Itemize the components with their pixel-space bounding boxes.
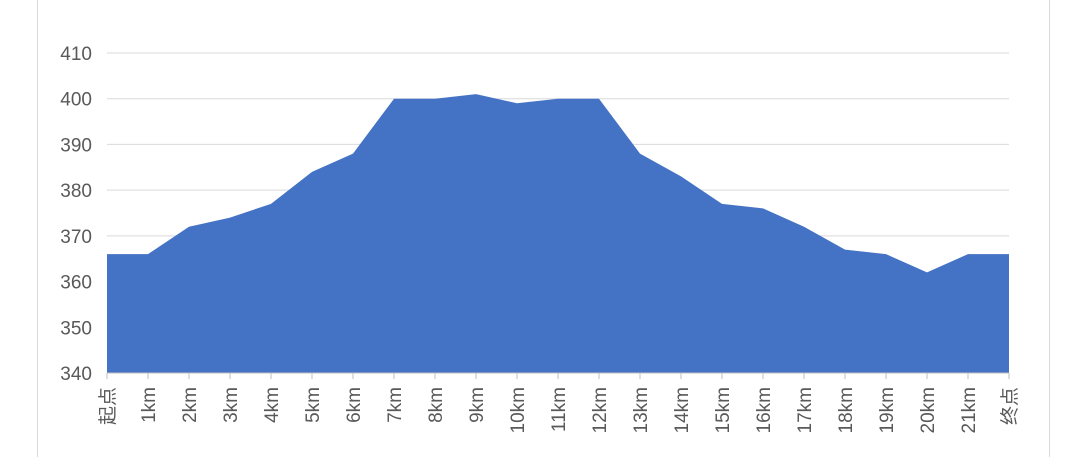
- x-tick-label: 13km: [631, 387, 652, 433]
- y-tick-label: 400: [60, 90, 92, 111]
- x-tick-label: 14km: [672, 387, 693, 433]
- x-tick-label: 终点: [999, 387, 1021, 425]
- x-tick-label: 17km: [795, 387, 816, 433]
- x-tick-label: 15km: [713, 387, 734, 433]
- x-tick-label: 5km: [303, 387, 324, 423]
- y-tick-label: 350: [60, 318, 92, 339]
- x-tick-label: 7km: [385, 387, 406, 423]
- x-tick-label: 19km: [877, 387, 898, 433]
- area-series-0: [107, 94, 1009, 374]
- y-tick-label: 380: [60, 181, 92, 202]
- y-tick-label: 370: [60, 227, 92, 248]
- y-axis: 340 350 360 370 380 390 400 410: [60, 44, 92, 385]
- y-tick-label: 410: [60, 44, 92, 65]
- x-tick-label: 1km: [139, 387, 160, 423]
- x-axis: 起点 1km 2km 3km 4km 5km 6km 7km 8km 9km 10km 11km 12k…: [97, 372, 1021, 433]
- x-tick-label: 4km: [262, 387, 283, 423]
- x-tick-label: 16km: [754, 387, 775, 433]
- x-tick-label: 12km: [590, 387, 611, 433]
- x-tick-label: 9km: [467, 387, 488, 423]
- area-series: [106, 94, 1010, 374]
- x-tick-label: 18km: [836, 387, 857, 433]
- x-tick-label: 8km: [426, 387, 447, 423]
- chart-border-right: [1049, 0, 1050, 457]
- x-tick-label: 20km: [918, 387, 939, 433]
- x-tick-label: 11km: [549, 387, 570, 432]
- x-tick-label: 起点: [97, 387, 119, 425]
- y-tick-label: 360: [60, 273, 92, 294]
- chart-border-left: [37, 0, 38, 457]
- x-tick-label: 21km: [959, 387, 980, 433]
- y-tick-label: 340: [60, 364, 92, 385]
- x-tick-label: 6km: [344, 387, 365, 423]
- x-tick-label: 3km: [221, 387, 242, 423]
- y-tick-label: 390: [60, 135, 92, 156]
- x-tick-label: 2km: [180, 387, 201, 423]
- x-tick-label: 10km: [508, 387, 529, 433]
